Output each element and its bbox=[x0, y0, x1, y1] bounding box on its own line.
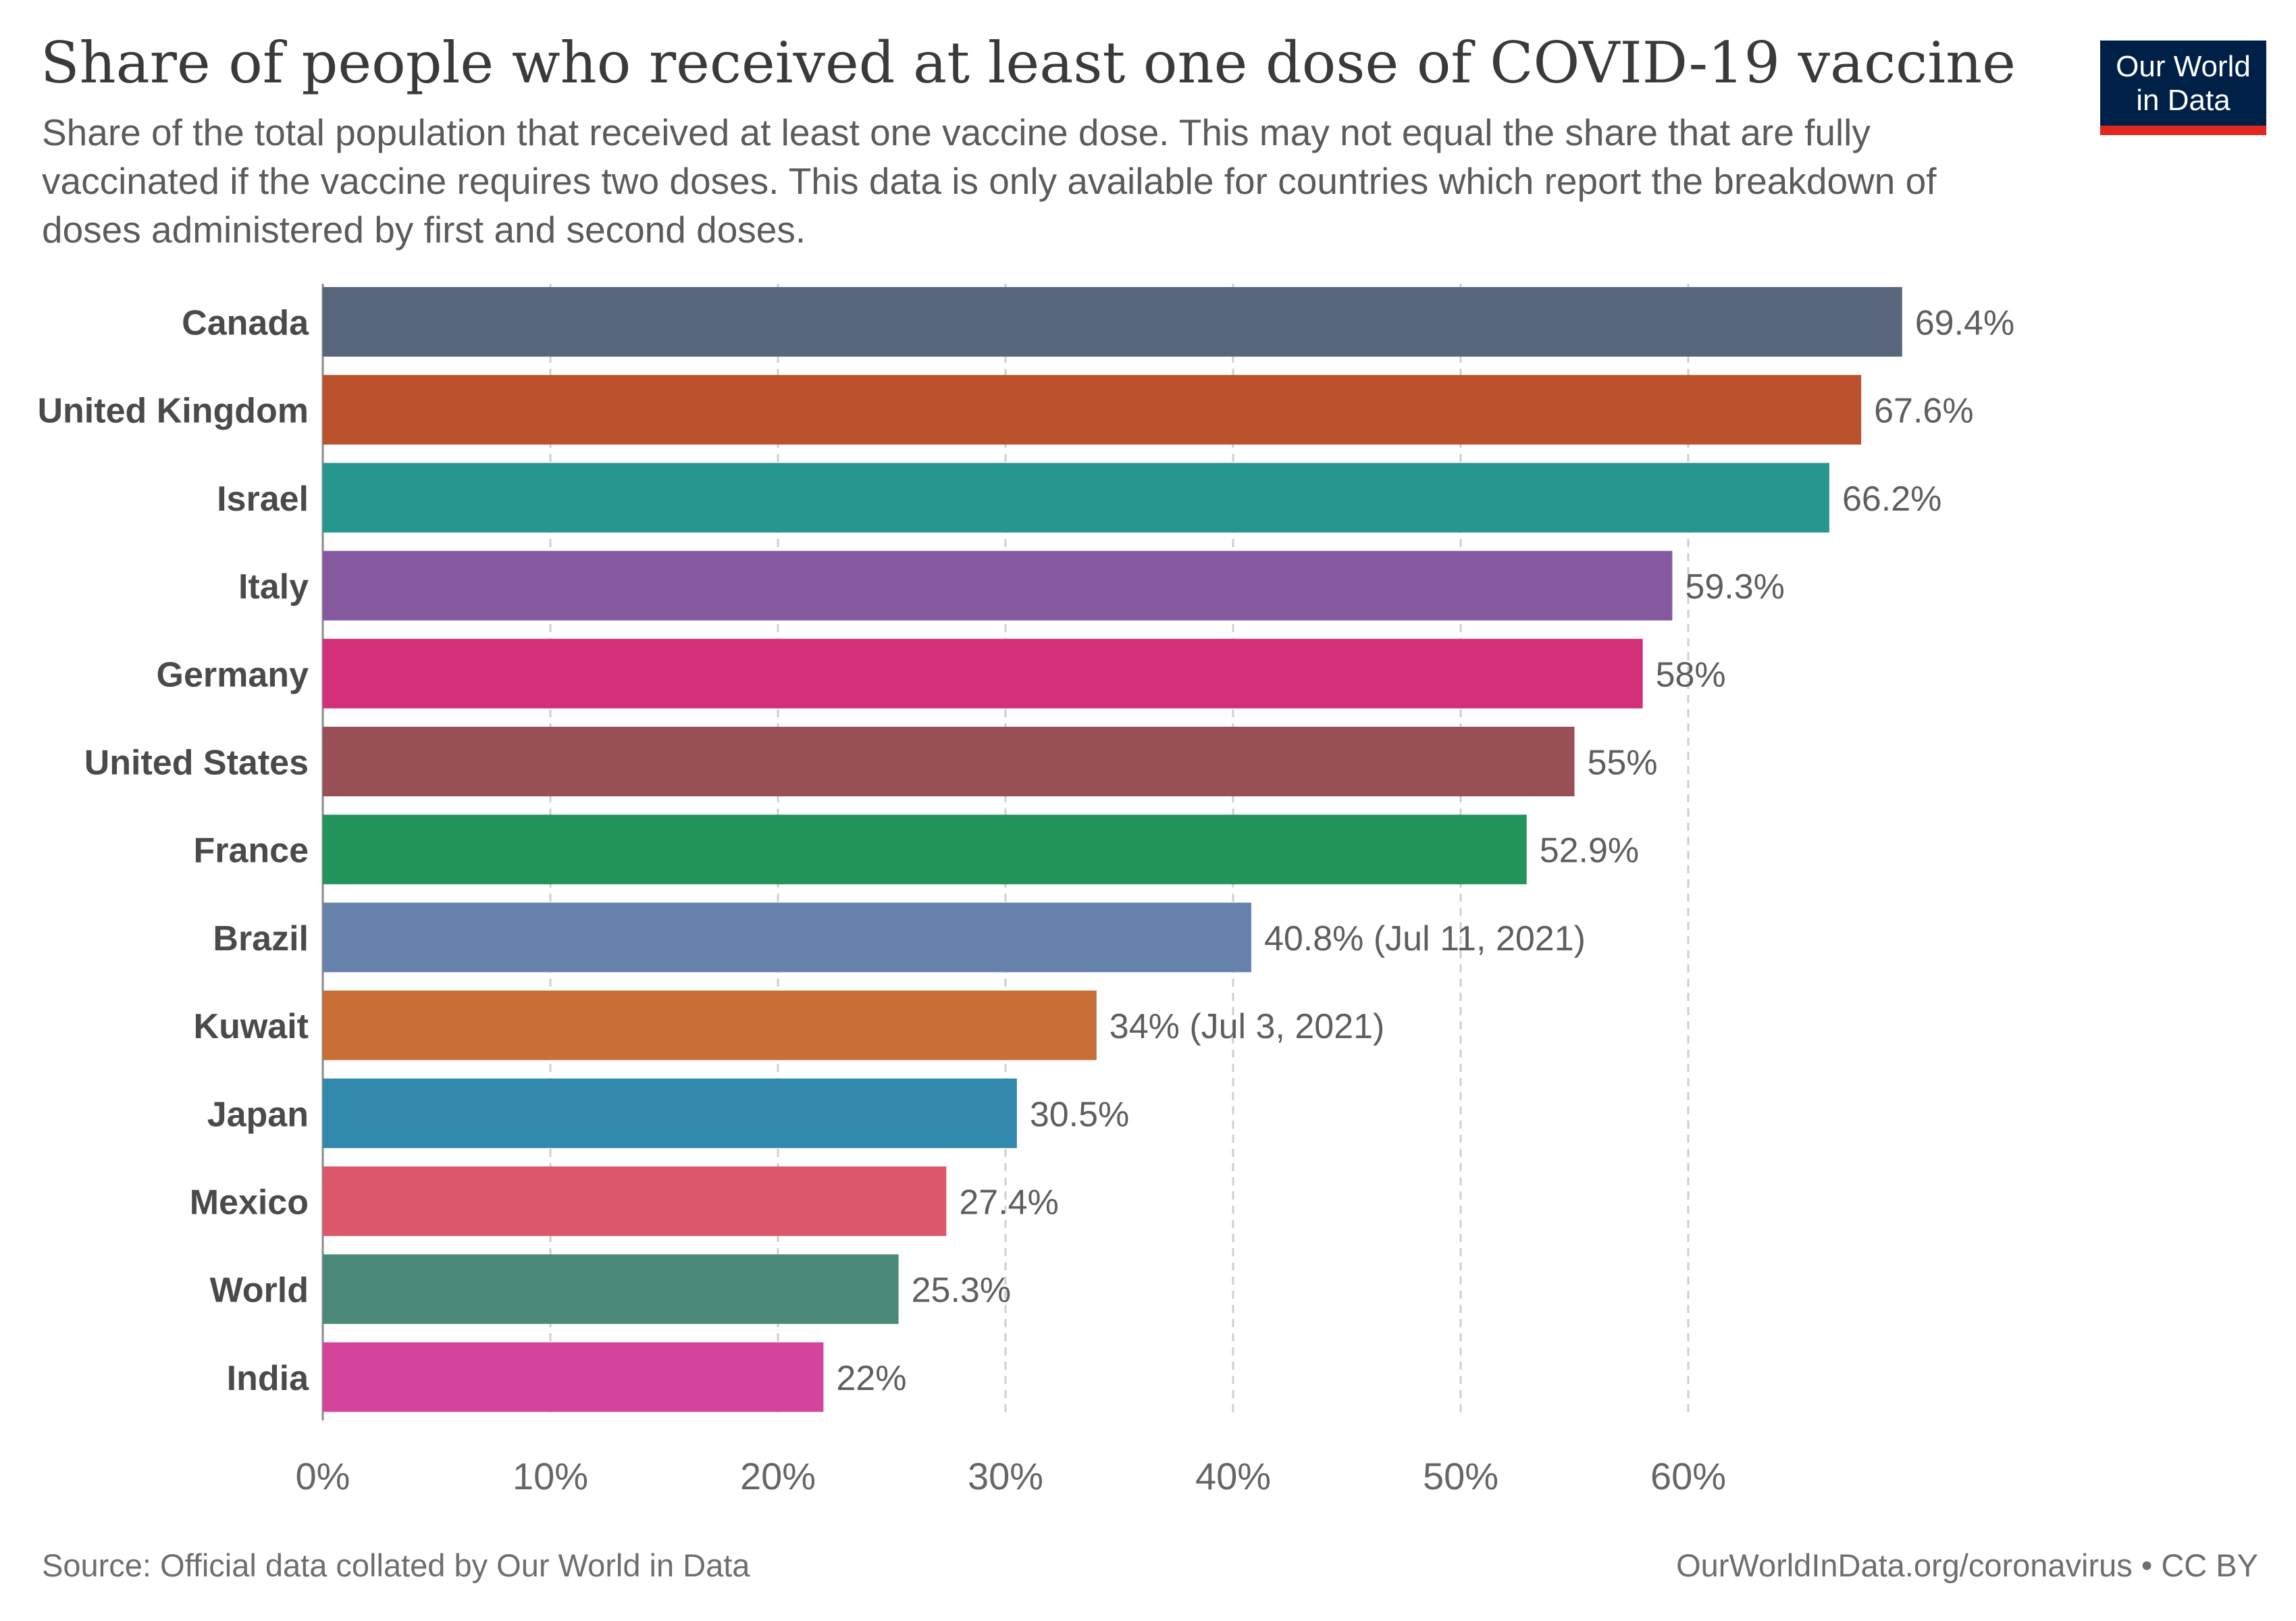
category-label: Canada bbox=[182, 304, 309, 343]
bar bbox=[323, 1254, 899, 1324]
x-tick-label: 50% bbox=[1423, 1455, 1498, 1497]
bar-chart: 0% 10% 20% 30% 40% 50% 60% Canada 69.4% United Ki… bbox=[37, 284, 2014, 1497]
chart-subtitle: Share of the total population that recei… bbox=[42, 111, 1937, 251]
data-label: 25.3% bbox=[912, 1271, 1011, 1310]
bar bbox=[323, 990, 1097, 1060]
bar bbox=[323, 375, 1862, 445]
x-tick-label: 20% bbox=[740, 1455, 816, 1497]
data-label: 52.9% bbox=[1540, 831, 1639, 871]
data-label: 67.6% bbox=[1874, 392, 1973, 431]
x-tick-label: 60% bbox=[1650, 1455, 1726, 1497]
owid-logo[interactable]: Our World in Data bbox=[2100, 41, 2266, 135]
category-label: Germany bbox=[157, 655, 309, 694]
category-label: Japan bbox=[207, 1095, 309, 1134]
bar bbox=[323, 1166, 947, 1236]
data-label: 66.2% bbox=[1842, 480, 1941, 519]
data-label: 69.4% bbox=[1915, 304, 2014, 343]
data-label: 40.8% (Jul 11, 2021) bbox=[1264, 919, 1586, 958]
bar bbox=[323, 727, 1575, 796]
bar bbox=[323, 902, 1251, 973]
category-label: United Kingdom bbox=[37, 392, 309, 431]
x-tick-label: 0% bbox=[296, 1455, 350, 1497]
license-credit[interactable]: OurWorldInData.org/coronavirus • CC BY bbox=[1676, 1547, 2258, 1583]
bar bbox=[323, 287, 1902, 357]
source-note[interactable]: Source: Official data collated by Our Wo… bbox=[42, 1547, 750, 1583]
data-label: 55% bbox=[1588, 744, 1658, 783]
bar bbox=[323, 1078, 1017, 1148]
data-label: 30.5% bbox=[1030, 1095, 1129, 1134]
chart-title: Share of people who received at least on… bbox=[41, 30, 2016, 96]
category-label: Brazil bbox=[213, 919, 309, 958]
category-label: United States bbox=[84, 744, 309, 783]
data-label: 34% (Jul 3, 2021) bbox=[1110, 1007, 1385, 1046]
category-label: Kuwait bbox=[194, 1007, 309, 1046]
bar bbox=[323, 638, 1643, 709]
category-label: France bbox=[193, 831, 309, 871]
logo-line-1: Our World bbox=[2116, 50, 2251, 83]
bar bbox=[323, 1342, 824, 1412]
bar bbox=[323, 815, 1527, 885]
category-label: Mexico bbox=[190, 1183, 309, 1223]
data-label: 59.3% bbox=[1685, 567, 1784, 607]
bar bbox=[323, 550, 1673, 621]
x-tick-label: 40% bbox=[1195, 1455, 1271, 1497]
data-label: 58% bbox=[1656, 655, 1726, 694]
bar bbox=[323, 463, 1829, 533]
category-label: Israel bbox=[217, 480, 309, 519]
category-label: World bbox=[210, 1271, 309, 1310]
data-label: 27.4% bbox=[959, 1183, 1058, 1223]
data-label: 22% bbox=[836, 1359, 906, 1398]
category-label: Italy bbox=[238, 567, 309, 607]
x-tick-label: 30% bbox=[968, 1455, 1043, 1497]
logo-line-2: in Data bbox=[2136, 84, 2230, 117]
category-label: India bbox=[227, 1359, 309, 1398]
x-tick-label: 10% bbox=[513, 1455, 588, 1497]
